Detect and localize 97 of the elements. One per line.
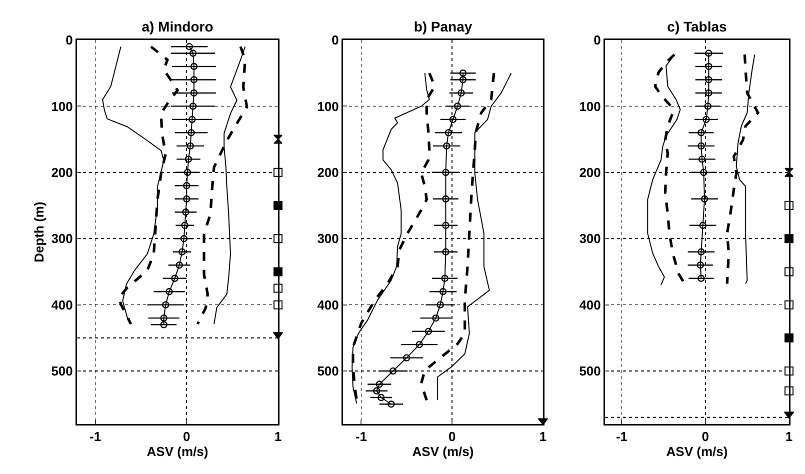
x-tick-label: -1	[616, 429, 628, 444]
point	[160, 314, 168, 322]
point	[171, 274, 178, 282]
chart-title: c) Tablas	[667, 18, 728, 34]
chart-title: b) Panay	[414, 18, 472, 34]
point	[162, 301, 170, 308]
y-tick-label: 500	[317, 364, 339, 379]
y-tick-label: 0	[594, 32, 601, 48]
y-tick-label: 0	[332, 32, 339, 48]
point	[424, 328, 432, 335]
x-axis-title: ASV (m/s)	[146, 444, 208, 460]
point	[178, 248, 186, 256]
point	[442, 168, 450, 176]
point	[189, 102, 197, 110]
point	[176, 262, 183, 269]
point	[389, 367, 397, 375]
y-tick-label: 400	[51, 297, 73, 312]
point	[378, 394, 385, 402]
point	[700, 168, 708, 176]
point	[784, 168, 794, 177]
point	[184, 156, 192, 163]
point	[376, 380, 383, 388]
x-tick-label: -1	[89, 429, 102, 444]
point	[449, 116, 457, 124]
point	[403, 354, 410, 362]
point	[443, 142, 450, 150]
point	[442, 195, 450, 202]
point	[416, 340, 423, 348]
point	[190, 62, 198, 70]
point	[704, 102, 712, 110]
point	[373, 387, 380, 394]
y-tick-label: 400	[579, 297, 601, 312]
point	[459, 76, 467, 84]
point	[166, 288, 173, 296]
point	[699, 222, 706, 229]
point	[186, 142, 194, 150]
point	[442, 222, 450, 229]
y-tick-label: 300	[317, 231, 339, 246]
x-tick-label: 0	[183, 429, 190, 444]
point	[439, 288, 447, 296]
y-axis-title: Depth (m)	[31, 202, 46, 262]
point	[190, 89, 198, 97]
point	[458, 89, 465, 97]
x-tick-label: 1	[274, 429, 282, 444]
chart-title: a) Mindoro	[142, 18, 214, 34]
y-tick-label: 100	[317, 98, 339, 114]
point	[274, 134, 282, 144]
y-tick-label: 200	[579, 164, 601, 180]
point	[190, 76, 198, 84]
y-tick-label: 300	[51, 231, 73, 246]
y-tick-label: 400	[317, 297, 339, 312]
point	[698, 248, 705, 256]
x-axis-title: ASV (m/s)	[412, 444, 474, 460]
point	[186, 43, 193, 50]
point	[184, 168, 192, 176]
point	[388, 400, 395, 408]
point	[702, 116, 710, 124]
point	[188, 116, 196, 124]
y-tick-label: 200	[317, 164, 339, 180]
point	[183, 195, 190, 202]
y-tick-label: 500	[579, 364, 601, 379]
point	[698, 142, 705, 150]
point	[181, 222, 188, 229]
y-tick-label: 100	[579, 98, 601, 114]
y-tick-label: 200	[51, 164, 73, 180]
point	[700, 195, 708, 202]
point	[698, 156, 706, 163]
point	[705, 62, 712, 70]
point	[696, 262, 704, 269]
point	[442, 248, 450, 256]
point	[444, 129, 452, 136]
point	[459, 70, 467, 77]
point	[441, 274, 448, 282]
point	[432, 314, 440, 322]
x-tick-label: 0	[702, 429, 709, 444]
point	[705, 50, 712, 57]
point	[182, 208, 190, 216]
point	[454, 102, 462, 110]
x-tick-label: 0	[448, 429, 456, 444]
x-tick-label: -1	[355, 429, 367, 444]
point	[183, 182, 190, 190]
point	[160, 321, 168, 328]
y-tick-label: 0	[66, 32, 73, 48]
y-tick-label: 100	[51, 98, 73, 114]
point	[698, 274, 705, 282]
point	[189, 50, 197, 57]
y-tick-label: 500	[51, 364, 73, 379]
point	[180, 235, 188, 242]
x-axis-title: ASV (m/s)	[666, 444, 728, 460]
point	[436, 301, 444, 308]
point	[698, 129, 705, 136]
point	[705, 76, 712, 84]
x-tick-label: 1	[539, 429, 547, 444]
point	[188, 129, 195, 136]
point	[705, 89, 712, 97]
y-tick-label: 300	[579, 231, 601, 246]
x-tick-label: 1	[785, 429, 793, 444]
